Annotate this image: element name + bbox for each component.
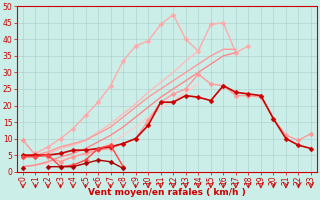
X-axis label: Vent moyen/en rafales ( km/h ): Vent moyen/en rafales ( km/h ) <box>88 188 246 197</box>
